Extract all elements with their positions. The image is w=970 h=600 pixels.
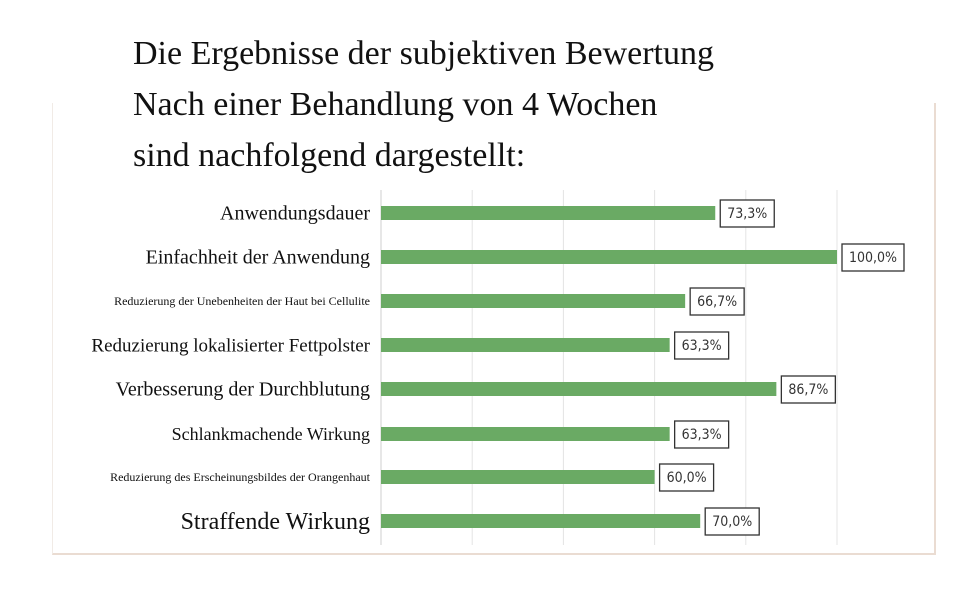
- data-label-box: [780, 375, 837, 404]
- data-label-box: [673, 331, 730, 360]
- chart-frame: [52, 103, 936, 555]
- data-label-box: [689, 287, 745, 316]
- data-label-box: [658, 463, 715, 492]
- category-label: Reduzierung des Erscheinungsbildes der O…: [110, 470, 371, 484]
- category-label: Einfachheit der Anwendung: [146, 247, 370, 269]
- data-label: 70,0%: [712, 514, 752, 530]
- data-label-box: [704, 507, 760, 536]
- bar: [381, 250, 837, 264]
- bar: [381, 206, 716, 220]
- bar: [381, 470, 655, 484]
- data-label-box: [673, 420, 730, 449]
- category-label: Straffende Wirkung: [181, 509, 370, 535]
- bar: [381, 514, 701, 528]
- category-label: Reduzierung lokalisierter Fettpolster: [91, 335, 370, 356]
- title-line: sind nachfolgend dargestellt:: [133, 137, 526, 174]
- category-label: Reduzierung der Unebenheiten der Haut be…: [114, 294, 370, 308]
- bar: [381, 427, 670, 441]
- data-label: 73,3%: [727, 206, 767, 222]
- chart-title: Die Ergebnisse der subjektiven Bewertung…: [133, 28, 714, 181]
- data-label: 100,0%: [849, 250, 897, 266]
- data-label: 66,7%: [697, 294, 737, 310]
- data-label: 63,3%: [682, 338, 722, 354]
- data-label: 86,7%: [788, 382, 828, 398]
- title-line: Nach einer Behandlung von 4 Wochen: [133, 86, 658, 123]
- category-label: Schlankmachende Wirkung: [172, 424, 370, 444]
- data-label: 63,3%: [682, 427, 722, 443]
- title-line: Die Ergebnisse der subjektiven Bewertung: [133, 35, 715, 72]
- bar: [381, 338, 670, 352]
- category-label: Anwendungsdauer: [220, 203, 370, 225]
- bar: [381, 294, 686, 308]
- data-label-box: [841, 243, 905, 272]
- data-label-box: [719, 199, 775, 228]
- data-label: 60,0%: [667, 470, 707, 486]
- bar: [381, 382, 777, 396]
- category-label: Verbesserung der Durchblutung: [116, 379, 370, 401]
